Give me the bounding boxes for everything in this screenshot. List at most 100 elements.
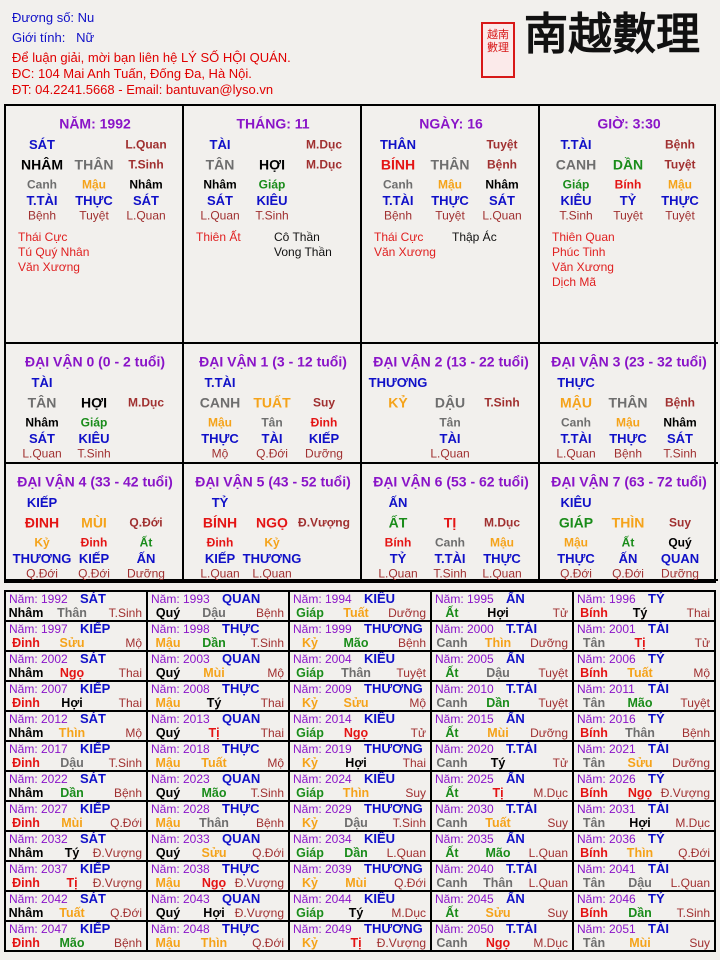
year-stem: Ất	[445, 786, 459, 800]
earthly-branch: THÂN	[430, 156, 470, 173]
hidden-stem: Kỷ	[34, 535, 50, 550]
year-ten-god: T.TÀI	[506, 922, 538, 936]
year-stem: Ất	[445, 666, 459, 680]
hidden-stage: Bệnh	[613, 446, 643, 461]
year-label: Năm: 1997	[9, 622, 68, 636]
year-branch: Tý	[490, 756, 506, 770]
hidden-stage: L.Quan	[378, 566, 418, 581]
year-label: Năm: 2021	[577, 742, 636, 756]
earthly-branch: NGỌ	[256, 514, 288, 531]
year-branch: Thìn	[200, 936, 228, 950]
year-label: Năm: 2036	[577, 832, 636, 846]
year-cell: Năm: 2024 KIÊU Giáp Thìn Suy	[290, 772, 430, 800]
hidden-ten-god: THỰC	[201, 430, 239, 446]
year-stem: Mậu	[155, 756, 181, 770]
year-label: Năm: 2042	[9, 892, 68, 906]
year-stage: Q.Đới	[252, 846, 284, 860]
year-label: Năm: 2023	[151, 772, 210, 786]
hidden-stage: Bệnh	[27, 208, 57, 223]
year-branch: Tý	[348, 906, 364, 920]
hidden-stem: Đinh	[80, 535, 108, 550]
year-cell: Năm: 1992 SÁT Nhâm Thân T.Sinh	[6, 592, 146, 620]
year-stem: Mậu	[155, 636, 181, 650]
star-left: Thiên Quan	[552, 230, 615, 244]
year-ten-god: TÀI	[648, 802, 669, 816]
year-stem: Đinh	[12, 636, 40, 650]
year-stem: Đinh	[12, 816, 40, 830]
year-stem: Canh	[436, 696, 468, 710]
hidden-ten-god: KIẾP	[78, 550, 110, 566]
year-label: Năm: 2046	[577, 892, 636, 906]
year-stage: L.Quan	[528, 846, 568, 860]
hidden-stage: Q.Đới	[612, 566, 644, 581]
hidden-stage: Q.Đới	[560, 566, 592, 581]
year-cell: Năm: 2014 KIÊU Giáp Ngọ Tử	[290, 712, 430, 740]
hidden-ten-god: KIÊU	[560, 192, 592, 208]
hidden-stage: Q.Đới	[26, 566, 58, 581]
star-left: Thiên Ất	[196, 230, 241, 244]
year-label: Năm: 2002	[9, 652, 68, 666]
year-ten-god: THƯƠNG	[364, 922, 423, 936]
year-ten-god: T.TÀI	[506, 742, 538, 756]
dai-van-0: ĐẠI VẬN 0 (0 - 2 tuổi) TÀI TÂN HỢI M.Dục Nhâm…	[6, 344, 184, 464]
year-label: Năm: 2050	[435, 922, 494, 936]
year-stage: Bệnh	[255, 606, 284, 620]
year-ten-god: TỶ	[648, 892, 665, 906]
year-branch: Tý	[632, 606, 648, 620]
year-stem: Mậu	[155, 816, 181, 830]
year-cell: Năm: 2027 KIẾP Đinh Mùi Q.Đới	[6, 802, 146, 830]
year-branch: Dậu	[628, 876, 652, 890]
year-ten-god: KIÊU	[364, 712, 396, 726]
hidden-ten-god: ẤN	[136, 550, 156, 566]
year-branch: Mão	[485, 846, 511, 860]
year-stem: Tân	[582, 636, 606, 650]
ten-god-label: THÂN	[379, 136, 417, 152]
year-cell: Năm: 2040 T.TÀI Canh Thân L.Quan	[432, 862, 572, 890]
subject-name: Đương số: Nu	[12, 10, 95, 25]
year-cell: Năm: 1999 THƯƠNG Kỷ Mão Bệnh	[290, 622, 430, 650]
year-label: Năm: 2037	[9, 862, 68, 876]
year-stem: Mậu	[155, 696, 181, 710]
hidden-stage: Dưỡng	[127, 566, 165, 581]
year-label: Năm: 2016	[577, 712, 636, 726]
year-ten-god: KIÊU	[364, 892, 396, 906]
year-label: Năm: 2034	[293, 832, 352, 846]
logo-text: 南越數理	[524, 9, 700, 60]
year-stage: Tử	[410, 726, 426, 740]
hidden-stage: Mộ	[211, 446, 229, 461]
year-ten-god: TÀI	[648, 922, 669, 936]
year-branch: Thìn	[626, 846, 654, 860]
hidden-stage: Tuyệt	[613, 208, 643, 223]
year-branch: Dần	[628, 906, 652, 920]
year-branch: Mùi	[487, 726, 509, 740]
star-left: Dịch Mã	[552, 275, 597, 289]
stage: Bệnh	[665, 395, 695, 410]
hidden-stem: Nhâm	[25, 415, 59, 430]
heavenly-stem: ẤT	[388, 514, 408, 531]
hidden-ten-god: SÁT	[207, 192, 233, 208]
year-stage: Dưỡng	[388, 606, 426, 620]
year-ten-god: T.TÀI	[506, 682, 538, 696]
year-ten-god: KIẾP	[80, 742, 111, 756]
year-ten-god: THỰC	[222, 742, 260, 756]
year-label: Năm: 2031	[577, 802, 636, 816]
hidden-stem: Canh	[27, 177, 57, 192]
hidden-ten-god: SÁT	[667, 430, 693, 446]
heavenly-stem: BÍNH	[202, 514, 238, 531]
year-cell: Năm: 2013 QUAN Quý Tị Thai	[148, 712, 288, 740]
year-cell: Năm: 2032 SÁT Nhâm Tý Đ.Vượng	[6, 832, 146, 860]
year-branch: Ngọ	[201, 876, 227, 890]
hidden-stage: Dưỡng	[305, 446, 343, 461]
address-line: ĐC: 104 Mai Anh Tuấn, Đống Đa, Hà Nội.	[12, 66, 252, 81]
year-cell: Năm: 2031 TÀI Tân Hợi M.Dục	[574, 802, 714, 830]
hidden-stem: Mậu	[208, 415, 232, 430]
hidden-stage: L.Quan	[252, 566, 292, 581]
year-ten-god: TỶ	[648, 772, 665, 786]
hidden-stage: T.Sinh	[255, 208, 289, 223]
year-ten-god: KIÊU	[364, 652, 396, 666]
year-branch: Thìn	[342, 786, 370, 800]
year-stage: M.Dục	[533, 936, 568, 950]
year-cell: Năm: 1997 KIẾP Đinh Sửu Mộ	[6, 622, 146, 650]
star-left: Thái Cực	[18, 230, 68, 244]
year-stage: Thai	[118, 666, 142, 680]
